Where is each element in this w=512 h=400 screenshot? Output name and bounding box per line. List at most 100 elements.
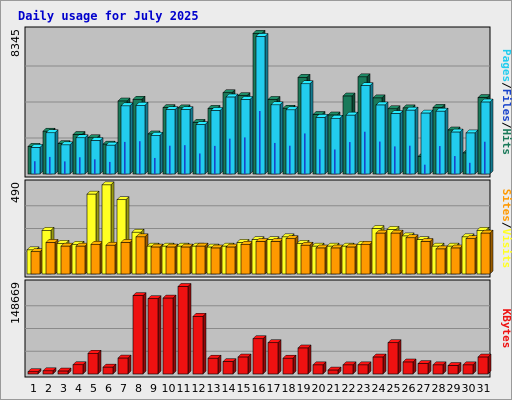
x-tick-day-31: 31 <box>477 382 491 395</box>
pages-bar-day-12 <box>195 121 209 175</box>
x-tick-day-8: 8 <box>135 382 142 395</box>
kbytes-bar-day-21 <box>327 366 342 375</box>
x-tick-day-15: 15 <box>237 382 251 395</box>
sites-bar-day-20 <box>315 244 329 275</box>
sites-bar-day-10 <box>165 243 179 275</box>
sites-bar-day-22 <box>345 243 359 275</box>
pages-bar-day-14 <box>225 93 239 175</box>
pages-bar-day-9 <box>150 131 164 175</box>
pages-bar-day-10 <box>165 106 179 175</box>
sites-bar-day-16 <box>255 237 269 275</box>
x-tick-day-9: 9 <box>150 382 157 395</box>
pages-bar-day-7 <box>120 102 134 175</box>
x-tick-day-21: 21 <box>327 382 341 395</box>
x-tick-day-25: 25 <box>387 382 401 395</box>
sites-bar-day-4 <box>75 242 89 275</box>
kbytes-bar-day-25 <box>387 339 402 375</box>
sites-bar-day-3 <box>60 242 74 275</box>
kbytes-bar-day-20 <box>312 361 327 375</box>
files-bar-day-25 <box>394 146 396 174</box>
sites-bar-day-18 <box>285 235 299 275</box>
pages-bar-day-29 <box>450 128 464 175</box>
legend-kbytes: KBytes <box>500 309 512 349</box>
pages-bar-day-6 <box>105 141 119 175</box>
kbytes-bar-day-14 <box>222 358 237 375</box>
files-bar-day-10 <box>169 145 171 174</box>
legend-hits: Hits <box>500 129 512 156</box>
kbytes-bar-day-28 <box>432 361 447 375</box>
x-tick-day-29: 29 <box>447 382 461 395</box>
pages-bar-day-31 <box>480 98 494 175</box>
kbytes-bar-day-4 <box>72 361 87 375</box>
pages-bar-day-25 <box>390 110 404 175</box>
pages-bar-day-28 <box>435 107 449 175</box>
pages-bar-day-11 <box>180 106 194 175</box>
x-tick-day-6: 6 <box>105 382 112 395</box>
pages-bar-day-22 <box>345 111 359 175</box>
pages-bar-day-17 <box>270 101 284 175</box>
pages-bar-day-15 <box>240 95 254 175</box>
kbytes-bar-day-8 <box>132 292 147 375</box>
x-tick-day-22: 22 <box>342 382 356 395</box>
kbytes-bar-day-2 <box>42 367 57 375</box>
files-bar-day-5 <box>94 159 96 174</box>
x-tick-day-23: 23 <box>357 382 371 395</box>
files-bar-day-26 <box>409 145 411 174</box>
legend-sites: Sites <box>500 189 512 222</box>
pages-bar-day-26 <box>405 106 419 175</box>
sites-bar-day-29 <box>450 244 464 275</box>
legend-separator: / <box>500 222 512 229</box>
pages-bar-day-20 <box>315 113 329 175</box>
sites-bar-day-30 <box>465 235 479 275</box>
x-tick-day-13: 13 <box>207 382 221 395</box>
x-tick-day-17: 17 <box>267 382 281 395</box>
pages-bar-day-1 <box>30 143 44 175</box>
sites-bar-day-28 <box>435 245 449 275</box>
kbytes-bar-day-26 <box>402 358 417 375</box>
pages-bar-day-23 <box>360 82 374 175</box>
files-bar-day-20 <box>319 149 321 174</box>
x-tick-day-10: 10 <box>162 382 176 395</box>
sites-bar-day-5 <box>90 240 104 275</box>
sites-bar-day-8 <box>135 233 149 275</box>
x-tick-day-27: 27 <box>417 382 431 395</box>
kbytes-bar-day-27 <box>417 359 432 375</box>
kbytes-bar-day-31 <box>477 353 492 375</box>
x-tick-day-11: 11 <box>177 382 191 395</box>
x-tick-day-20: 20 <box>312 382 326 395</box>
x-tick-day-24: 24 <box>372 382 386 395</box>
kbytes-bar-day-17 <box>267 339 282 375</box>
x-tick-day-18: 18 <box>282 382 296 395</box>
files-bar-day-17 <box>274 142 276 174</box>
x-tick-day-2: 2 <box>45 382 52 395</box>
kbytes-bar-day-24 <box>372 353 387 375</box>
kbytes-bar-day-10 <box>162 294 177 375</box>
sites-bar-day-21 <box>330 244 344 275</box>
files-bar-day-6 <box>109 161 111 174</box>
legend-files: Files <box>500 89 512 122</box>
x-tick-day-4: 4 <box>75 382 82 395</box>
files-bar-day-9 <box>154 157 156 174</box>
pages-bar-day-8 <box>135 101 149 175</box>
sites-bar-day-27 <box>420 237 434 275</box>
files-bar-day-2 <box>49 156 51 174</box>
files-bar-day-21 <box>334 149 336 174</box>
sites-bar-day-12 <box>195 242 209 275</box>
pages-bar-day-16 <box>255 32 269 175</box>
files-bar-day-11 <box>184 145 186 174</box>
chart-title: Daily usage for July 2025 <box>18 9 199 23</box>
legend-visits: Visits <box>500 229 512 269</box>
kbytes-bar-day-5 <box>87 349 102 375</box>
legend-separator: / <box>500 82 512 89</box>
files-bar-day-18 <box>289 145 291 174</box>
files-bar-day-30 <box>469 162 471 174</box>
x-tick-day-16: 16 <box>252 382 266 395</box>
sites-bar-day-24 <box>375 229 389 275</box>
pages-bar-day-13 <box>210 106 224 175</box>
pages-bar-day-2 <box>45 129 59 175</box>
sites-bar-day-19 <box>300 241 314 275</box>
kbytes-bar-day-18 <box>282 354 297 375</box>
kbytes-bar-day-19 <box>297 344 312 375</box>
